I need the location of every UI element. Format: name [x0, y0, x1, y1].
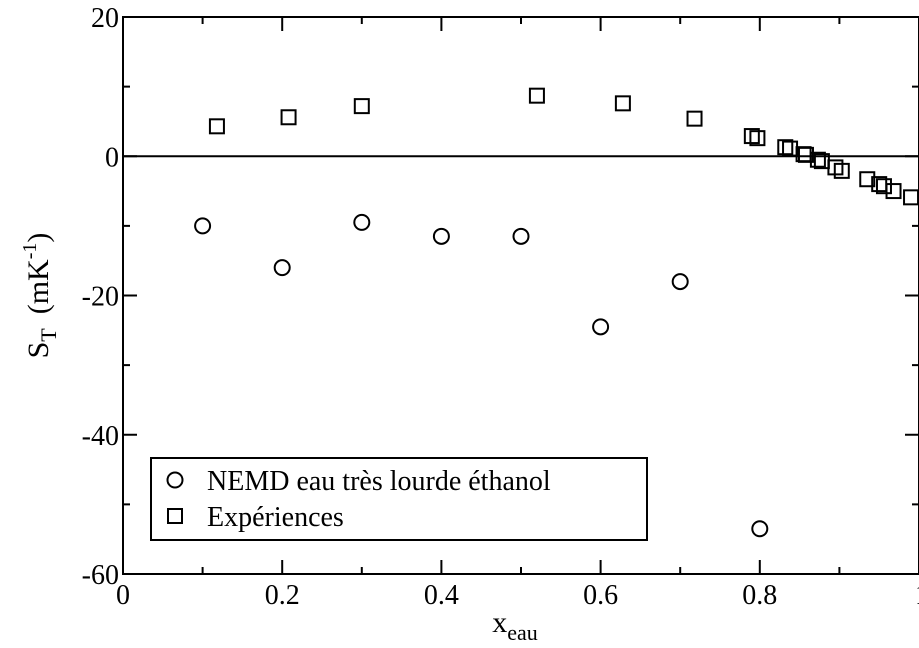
- legend-marker: [167, 508, 183, 524]
- experiment-point: [749, 130, 766, 147]
- x-tick-label: 0.6: [583, 580, 618, 611]
- x-tick-label: 0.8: [742, 580, 777, 611]
- y-tick-label: -60: [82, 560, 119, 591]
- experiment-point: [743, 128, 760, 145]
- experiment-point: [859, 171, 876, 188]
- experiment-point: [875, 178, 892, 195]
- experiment-point: [686, 110, 703, 127]
- y-tick-label: 20: [91, 3, 119, 34]
- tick-labels: 0 0.2 0.4 0.6 0.8 1 -60 -40 -20 0 20: [82, 3, 919, 611]
- experiment-point: [777, 139, 794, 156]
- plot-area-frame: [122, 16, 919, 575]
- experiment-point: [353, 98, 370, 115]
- nemd-point: [353, 213, 371, 231]
- legend: NEMD eau très lourde éthanol Expériences: [150, 457, 648, 541]
- x-tick-label: 0.4: [424, 580, 459, 611]
- x-axis-title: xeau: [492, 606, 538, 645]
- experiment-point: [833, 162, 850, 179]
- x-tick-label: 1: [915, 580, 919, 611]
- nemd-point: [512, 227, 530, 245]
- y-tick-label: -20: [82, 282, 119, 313]
- legend-marker: [166, 471, 184, 489]
- experiment-point: [614, 95, 631, 112]
- y-tick-label: 0: [105, 142, 119, 173]
- experiment-point: [885, 183, 902, 200]
- x-tick-label: 0: [116, 580, 130, 611]
- experiment-point: [280, 109, 297, 126]
- experiment-point: [208, 118, 225, 135]
- nemd-point: [273, 259, 291, 277]
- experiment-point: [797, 146, 814, 163]
- nemd-point: [592, 318, 610, 336]
- legend-box: [150, 457, 648, 541]
- legend-items: NEMD eau très lourde éthanol Expériences: [166, 466, 551, 533]
- nemd-point: [194, 217, 212, 235]
- x-tick-label: 0.2: [265, 580, 300, 611]
- experiment-point: [528, 87, 545, 104]
- nemd-point: [432, 227, 450, 245]
- nemd-point: [751, 520, 769, 538]
- experiment-point: [809, 151, 826, 168]
- y-tick-label: -40: [82, 421, 119, 452]
- nemd-point: [671, 273, 689, 291]
- legend-label: NEMD eau très lourde éthanol: [207, 466, 551, 497]
- experiment-point: [903, 189, 919, 206]
- y-axis-title: ST(mK-1): [19, 233, 61, 359]
- legend-label: Expériences: [207, 502, 344, 533]
